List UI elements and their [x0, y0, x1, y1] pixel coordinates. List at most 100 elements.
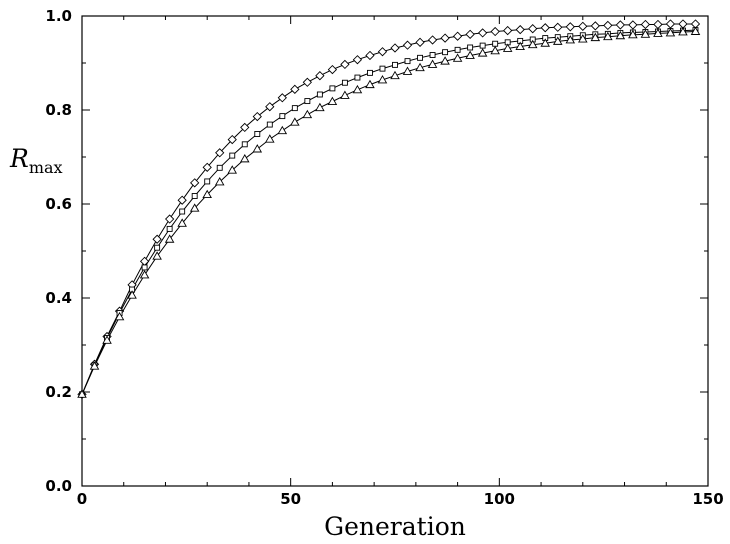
square-marker	[204, 178, 211, 185]
diamond-marker	[427, 35, 438, 45]
diamond-marker	[302, 77, 312, 87]
square-marker	[479, 42, 486, 49]
diamond-marker	[440, 33, 450, 43]
triangle-marker	[515, 41, 525, 50]
triangle-marker	[452, 53, 463, 62]
triangle-marker	[690, 26, 701, 35]
triangle-marker	[578, 34, 588, 43]
diamond-marker	[503, 25, 513, 36]
triangle-marker	[427, 59, 438, 68]
triangle-marker	[477, 48, 488, 57]
triangle-marker	[415, 62, 425, 72]
tick-marks	[81, 15, 709, 487]
data-markers	[77, 19, 701, 399]
x-axis-title: Generation	[324, 512, 466, 541]
square-marker	[392, 61, 398, 68]
triangle-marker	[214, 177, 225, 186]
triangle-marker	[678, 27, 688, 36]
triangle-marker	[277, 125, 288, 135]
square-marker	[241, 141, 248, 148]
triangle-marker	[327, 96, 338, 105]
triangle-marker	[540, 38, 551, 47]
square-marker	[316, 91, 323, 98]
triangle-marker	[502, 43, 513, 52]
triangle-marker	[465, 50, 475, 59]
square-marker	[467, 44, 474, 51]
square-marker	[229, 152, 236, 159]
triangle-marker	[590, 32, 601, 42]
triangle-marker	[640, 29, 651, 38]
square-marker	[492, 40, 499, 47]
diamond-marker	[565, 22, 575, 32]
triangle-marker	[390, 70, 400, 80]
square-marker	[279, 113, 286, 120]
diamond-marker	[352, 55, 363, 65]
diamond-marker	[277, 93, 287, 103]
y-tick-label: 0.6	[45, 195, 72, 213]
diamond-marker	[452, 31, 463, 41]
diamond-marker	[465, 29, 475, 39]
triangle-marker	[152, 251, 162, 260]
y-axis-title: Rmax	[9, 144, 63, 177]
square-marker	[266, 121, 273, 128]
triangle-marker	[315, 102, 325, 112]
triangle-marker	[89, 361, 100, 370]
triangle-marker	[227, 165, 238, 174]
x-tick-label: 100	[484, 490, 515, 508]
triangle-marker	[352, 84, 363, 94]
diamond-marker	[177, 195, 187, 205]
diamond-marker	[340, 59, 350, 70]
triangle-marker	[177, 218, 187, 227]
square-marker	[341, 79, 348, 86]
x-tick-label: 150	[692, 490, 723, 508]
square-marker	[179, 208, 186, 215]
diamond-marker	[377, 47, 388, 57]
diamond-marker	[227, 134, 237, 145]
diamond-marker	[265, 102, 275, 112]
triangle-marker	[402, 66, 413, 75]
diamond-marker	[540, 23, 550, 33]
diamond-marker	[390, 43, 400, 53]
diamond-marker	[190, 178, 200, 188]
triangle-marker	[127, 290, 137, 299]
plot-frame	[81, 15, 709, 487]
square-marker	[379, 65, 386, 72]
square-marker	[404, 58, 411, 65]
triangle-marker	[139, 270, 150, 279]
triangle-marker	[565, 35, 576, 44]
triangle-marker	[552, 36, 563, 45]
triangle-marker	[290, 117, 300, 126]
triangle-marker	[603, 31, 613, 41]
square-marker	[166, 225, 173, 232]
diamond-marker	[603, 20, 613, 31]
triangle-marker	[102, 335, 112, 344]
triangle-marker	[77, 389, 87, 398]
diamond-marker	[553, 22, 563, 32]
triangle-marker	[114, 311, 125, 321]
diamond-marker	[402, 40, 413, 50]
y-tick-label: 0.4	[45, 289, 72, 307]
triangle-marker	[202, 189, 212, 199]
diamond-marker	[665, 19, 676, 29]
diamond-marker	[240, 122, 250, 133]
diamond-marker	[615, 20, 625, 30]
x-tick-label: 0	[77, 490, 87, 508]
square-marker	[329, 85, 336, 92]
diamond-marker	[252, 111, 262, 122]
square-marker	[454, 46, 461, 53]
triangle-marker	[377, 75, 388, 84]
square-marker	[429, 52, 436, 58]
square-marker	[191, 193, 198, 199]
square-marker	[291, 105, 298, 112]
square-marker	[216, 164, 223, 171]
diamond-marker	[152, 234, 162, 244]
square-marker	[367, 69, 373, 76]
diamond-marker	[290, 84, 300, 94]
triangle-marker	[265, 134, 275, 143]
x-tick-label: 50	[280, 490, 301, 508]
diamond-marker	[365, 50, 375, 61]
triangle-marker	[239, 153, 250, 163]
diamond-marker	[515, 24, 525, 35]
y-tick-label: 0.2	[45, 383, 72, 401]
diamond-marker	[327, 64, 338, 75]
